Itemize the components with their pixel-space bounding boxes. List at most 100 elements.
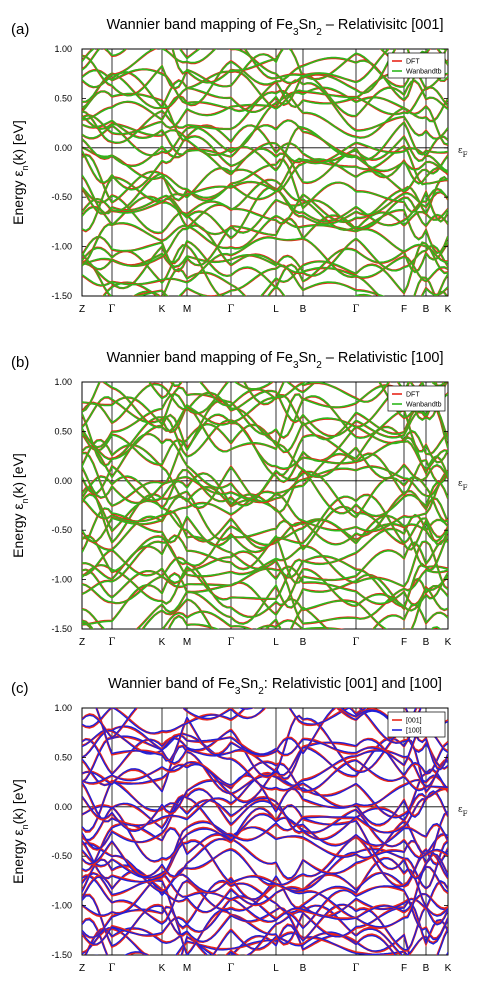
band-line-Wanbandtb [82, 119, 448, 161]
legend-box [387, 52, 446, 79]
band-line-[100] [95, 708, 448, 771]
band-line-Wanbandtb [132, 276, 436, 296]
y-axis-label-part: Energy ε [10, 829, 26, 884]
band-line-[100] [82, 729, 448, 777]
k-point-label: Γ [353, 637, 360, 648]
chart-panel-b: (b) Wannier band mapping of Fe3Sn2 – Rela… [10, 350, 468, 648]
fermi-label-part: F [463, 151, 468, 159]
k-point-label: Z [79, 304, 85, 315]
chart-title: Wannier band mapping of Fe3Sn2 – Relativ… [106, 350, 443, 371]
chart-title-part: 2 [316, 360, 322, 371]
k-point-label: B [300, 963, 307, 974]
chart-title-part: Sn [299, 350, 317, 366]
k-point-label: Γ [228, 637, 235, 648]
legend: [001] [100] [387, 711, 446, 738]
band-line-Wanbandtb [82, 124, 448, 191]
band-line-Wanbandtb [82, 208, 448, 272]
y-tick-label: 0.00 [54, 143, 72, 153]
band-line-Wanbandtb [82, 50, 448, 106]
band-line-Wanbandtb [82, 598, 341, 629]
k-point-label: M [183, 637, 191, 648]
band-line-Wanbandtb [82, 603, 448, 629]
band-line-Wanbandtb [82, 114, 448, 167]
band-line-[100] [82, 787, 448, 842]
y-axis-label-part: n [20, 165, 30, 170]
y-axis-label: Energy εn(k) [eV] [10, 120, 30, 225]
band-line-Wanbandtb [82, 540, 448, 595]
y-axis-label-part: (k) [eV] [10, 120, 26, 165]
k-point-label: Γ [109, 304, 116, 315]
y-tick-label: -1.50 [51, 624, 72, 634]
legend: DFT Wanbandtb [387, 385, 446, 412]
y-tick-label: -1.50 [51, 291, 72, 301]
k-point-label: F [401, 963, 407, 974]
band-line-[100] [82, 759, 448, 792]
band-line-Wanbandtb [82, 426, 448, 500]
chart-title-part: – Relativisitc [001] [322, 17, 444, 33]
legend-label: DFT [406, 392, 420, 399]
y-axis-label: Energy εn(k) [eV] [10, 453, 30, 558]
band-line-[100] [82, 926, 408, 955]
chart-title-part: 2 [316, 27, 322, 38]
y-tick-label: -0.50 [51, 192, 72, 202]
fermi-label-part: F [463, 484, 468, 492]
band-line-[100] [82, 872, 448, 941]
y-tick-label: 0.00 [54, 802, 72, 812]
band-line-Wanbandtb [82, 505, 448, 553]
y-axis-label: Energy εn(k) [eV] [10, 779, 30, 884]
band-line-Wanbandtb [82, 393, 448, 464]
legend-box [387, 385, 446, 412]
band-line-[100] [82, 848, 448, 913]
k-point-label: M [183, 304, 191, 315]
band-line-[100] [82, 788, 448, 850]
band-line-Wanbandtb [82, 224, 448, 277]
band-line-[100] [82, 774, 448, 833]
band-line-[100] [82, 805, 448, 862]
k-point-label: K [445, 304, 452, 315]
legend-label: Wanbandtb [406, 402, 442, 409]
k-point-label: F [401, 304, 407, 315]
band-line-Wanbandtb [82, 124, 448, 174]
band-line-Wanbandtb [82, 70, 448, 116]
panel-label: (a) [11, 21, 29, 38]
y-tick-label: 1.00 [54, 377, 72, 387]
y-axis-label-part: n [20, 824, 30, 829]
band-line-[100] [82, 708, 422, 744]
legend-label: Wanbandtb [406, 69, 442, 76]
band-line-Wanbandtb [82, 196, 448, 235]
band-line-Wanbandtb [82, 239, 448, 290]
panel-label: (b) [11, 354, 29, 371]
k-point-label: Γ [228, 963, 235, 974]
band-line-Wanbandtb [82, 135, 448, 184]
chart-title: Wannier band mapping of Fe3Sn2 – Relativ… [106, 17, 443, 38]
band-line-[100] [85, 904, 448, 955]
k-point-label: F [401, 637, 407, 648]
legend: DFT Wanbandtb [387, 52, 446, 79]
k-point-label: Γ [109, 963, 116, 974]
band-line-Wanbandtb [82, 510, 448, 578]
y-axis-label-part: (k) [eV] [10, 453, 26, 498]
band-line-Wanbandtb [82, 252, 448, 296]
chart-title-part: Sn [240, 676, 258, 692]
legend-box [387, 711, 446, 738]
bands [82, 49, 448, 296]
band-line-[100] [82, 725, 448, 766]
band-line-Wanbandtb [82, 439, 448, 509]
panel-label: (c) [11, 680, 29, 697]
band-line-Wanbandtb [82, 416, 448, 471]
chart-title-part: Wannier band of Fe [108, 676, 235, 692]
chart-title-part: 2 [258, 686, 264, 697]
fermi-level-label: εF [458, 146, 468, 159]
y-axis-label-part: (k) [eV] [10, 779, 26, 824]
chart-title-part: 3 [235, 686, 241, 697]
band-line-Wanbandtb [82, 236, 448, 287]
k-point-label: Z [79, 963, 85, 974]
band-line-Wanbandtb [82, 474, 448, 532]
chart-panel-c: (c) Wannier band of Fe3Sn2: Relativistic … [10, 676, 468, 974]
y-tick-label: 0.50 [54, 426, 72, 436]
band-line-Wanbandtb [82, 49, 448, 88]
band-line-Wanbandtb [82, 399, 448, 467]
y-tick-label: -1.00 [51, 575, 72, 585]
fermi-level-label: εF [458, 479, 468, 492]
